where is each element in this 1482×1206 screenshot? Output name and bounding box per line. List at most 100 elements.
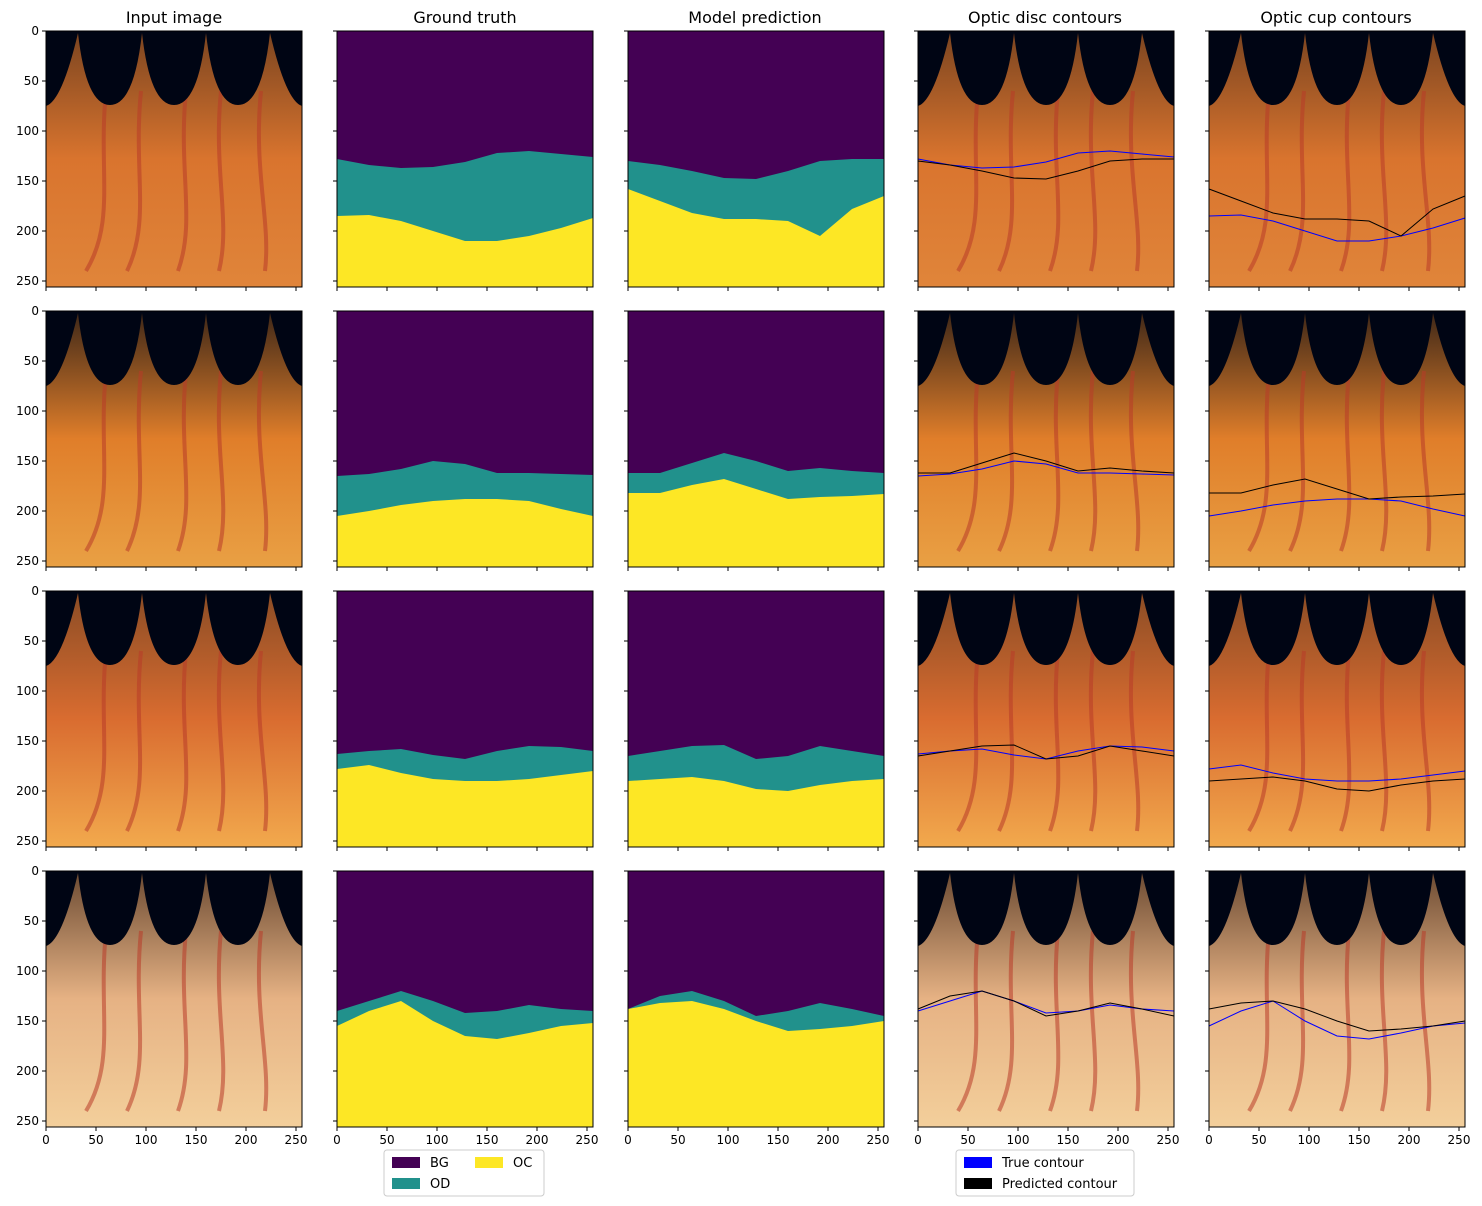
y-tick-label: 100	[16, 684, 39, 698]
y-tick-label: 0	[31, 864, 39, 878]
predicted-contour	[918, 452, 1175, 474]
x-tick-label: 250	[1448, 1133, 1471, 1147]
true-contour	[1208, 214, 1466, 242]
vessel	[1379, 90, 1389, 272]
seg-oc	[337, 499, 593, 567]
axes-frame	[627, 590, 885, 848]
x-tick-label: 150	[1348, 1133, 1371, 1147]
vessel	[1088, 650, 1098, 832]
seg-oc	[337, 765, 593, 847]
vessel	[1088, 90, 1098, 272]
y-tick-label: 150	[16, 174, 39, 188]
y-tick-label: 50	[24, 634, 39, 648]
y-tick-label: 150	[16, 734, 39, 748]
predicted-contour	[917, 990, 1175, 1017]
y-tick-label: 50	[24, 354, 39, 368]
vessel	[256, 650, 269, 832]
predicted-contour	[917, 744, 1175, 760]
legend-swatch-predicted-contour	[964, 1178, 992, 1189]
legend-label-bg: BG	[430, 1156, 449, 1171]
vessel	[256, 90, 269, 272]
vessel	[956, 90, 980, 273]
dark-mask	[918, 591, 1174, 666]
panel-r1-c3	[624, 30, 885, 291]
true-contour	[917, 460, 1175, 477]
vessel	[176, 90, 189, 272]
vessel	[997, 370, 1015, 552]
vessel	[1247, 370, 1271, 553]
dark-mask	[46, 871, 302, 946]
y-tick-label: 250	[16, 554, 39, 568]
x-tick-label: 0	[914, 1133, 922, 1147]
seg-oc	[628, 189, 884, 287]
vessel	[176, 650, 189, 832]
vessel	[1419, 90, 1432, 272]
x-tick-label: 100	[135, 1133, 158, 1147]
legend-contours: True contour Predicted contour	[955, 1149, 1135, 1197]
x-tick-label: 100	[426, 1133, 449, 1147]
vessel	[84, 650, 108, 833]
legend-label-predicted-contour: Predicted contour	[1002, 1177, 1118, 1192]
x-tick-label: 250	[576, 1133, 599, 1147]
axes-frame	[917, 590, 1175, 848]
dark-mask	[1209, 31, 1465, 106]
x-tick-label: 200	[1398, 1133, 1421, 1147]
predicted-contour	[1208, 1000, 1466, 1032]
seg-oc	[337, 215, 593, 287]
vessel	[125, 650, 143, 832]
dark-mask	[46, 591, 302, 666]
axes-frame	[1208, 310, 1466, 568]
y-tick-label: 100	[16, 964, 39, 978]
vessel	[1247, 90, 1271, 273]
title-model-prediction: Model prediction	[688, 8, 821, 27]
axes-frame	[45, 30, 303, 288]
vessel	[84, 90, 108, 273]
vessel	[1247, 650, 1271, 833]
true-contour	[1208, 764, 1466, 782]
y-tick-label: 100	[16, 124, 39, 138]
axes-frame	[336, 30, 594, 288]
vessel	[1339, 930, 1352, 1112]
vessel	[256, 370, 269, 552]
vessel	[216, 650, 226, 832]
y-tick-label: 250	[16, 834, 39, 848]
dark-mask	[918, 31, 1174, 106]
axes-frame	[45, 590, 303, 848]
x-tick-label: 200	[1107, 1133, 1130, 1147]
panel-r2-c2	[333, 310, 594, 571]
dark-mask	[1209, 871, 1465, 946]
vessel	[1128, 930, 1141, 1112]
vessel	[1048, 650, 1061, 832]
true-contour	[1208, 1000, 1466, 1040]
y-tick-label: 250	[16, 274, 39, 288]
x-tick-label: 100	[717, 1133, 740, 1147]
x-tick-label: 50	[960, 1133, 975, 1147]
vessel	[1339, 650, 1352, 832]
panel-r1-c2	[333, 30, 594, 291]
vessel	[1419, 370, 1432, 552]
panel-r4-c2: 0 50 100 150 200 250	[333, 870, 599, 1147]
true-contour	[917, 990, 1175, 1014]
x-tick-label: 0	[624, 1133, 632, 1147]
panel-r1-c4	[914, 30, 1175, 291]
vessel	[1128, 90, 1141, 272]
vessel	[1048, 370, 1061, 552]
y-tick-label: 150	[16, 1014, 39, 1028]
legend-classes-frame	[383, 1149, 545, 1197]
vessel	[997, 90, 1015, 272]
axes-frame	[1208, 30, 1466, 288]
panel-r4-c4: 0 50 100 150 200 250	[914, 870, 1179, 1147]
x-tick-label: 100	[1007, 1133, 1030, 1147]
x-tick-label: 50	[670, 1133, 685, 1147]
vessel	[216, 930, 226, 1112]
x-tick-label: 200	[817, 1133, 840, 1147]
axes-frame	[336, 870, 594, 1128]
vessel	[1288, 90, 1306, 272]
panel-r2-c3	[624, 310, 885, 571]
vessel	[956, 930, 980, 1113]
predicted-contour	[1208, 188, 1466, 237]
panel-grid: 0501001502002500501001502002500501001502…	[16, 24, 1470, 1147]
dark-mask	[1209, 591, 1465, 666]
seg-oc	[337, 1001, 593, 1127]
y-tick-label: 250	[16, 1114, 39, 1128]
